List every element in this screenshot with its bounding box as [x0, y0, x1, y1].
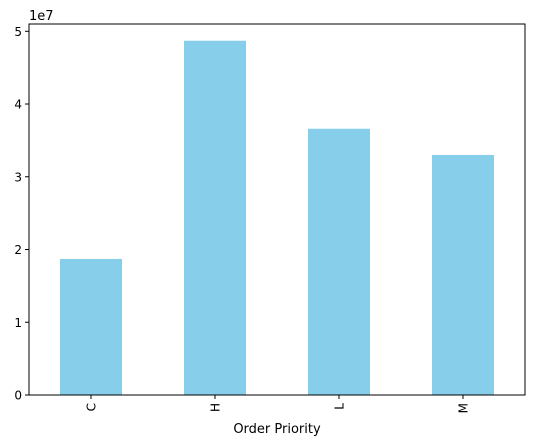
- y-tick-label: 3: [14, 170, 22, 184]
- y-tick-label: 4: [14, 98, 22, 112]
- bar-H: [184, 40, 246, 395]
- bars-group: [60, 40, 494, 396]
- bar-L: [308, 128, 370, 396]
- plot-frame: [28, 23, 526, 396]
- x-tick-label-M: M: [457, 403, 471, 413]
- y-tick-label: 0: [14, 389, 22, 403]
- x-tick-label-C: C: [85, 403, 99, 411]
- y-axis-offset-label: 1e7: [29, 9, 54, 24]
- y-tick-label: 1: [14, 316, 22, 330]
- y-tick-label: 2: [14, 243, 22, 257]
- bar-C: [60, 258, 122, 395]
- x-tick-label-H: H: [209, 403, 223, 412]
- y-axis: 0 1 2 3 4 5: [14, 25, 29, 403]
- y-tick-label: 5: [14, 25, 22, 39]
- x-axis-label: Order Priority: [233, 422, 321, 437]
- x-tick-label-L: L: [333, 403, 347, 410]
- bar-M: [432, 154, 494, 395]
